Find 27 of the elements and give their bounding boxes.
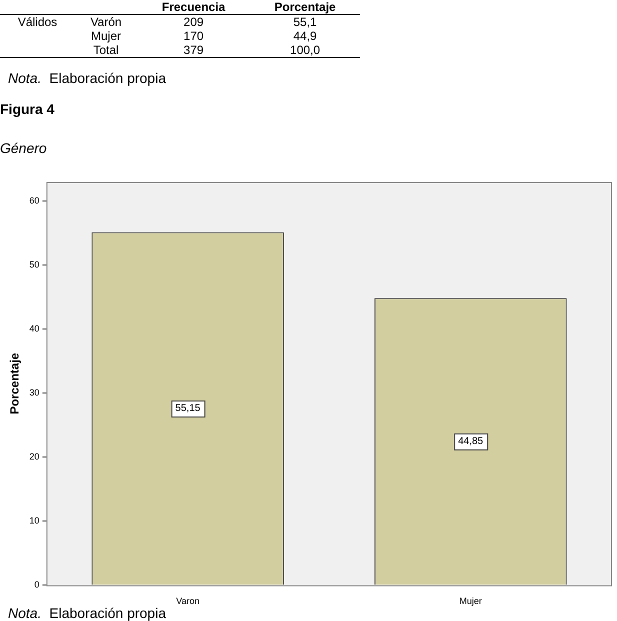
text: 55,1 (292, 14, 318, 29)
data-label: 55,15 (175, 403, 201, 414)
y-tick-label: 10 (29, 516, 40, 526)
text: Válidos (16, 14, 58, 29)
data-label: 44,85 (458, 436, 484, 448)
text: Porcentaje (273, 0, 337, 14)
text: Total (92, 43, 120, 58)
y-axis-title: Porcentaje (8, 352, 22, 414)
text: 44,9 (292, 29, 318, 43)
chart-subtitle: Género (0, 140, 47, 156)
y-tick-label: 60 (29, 196, 40, 206)
y-tick-label: 20 (29, 452, 40, 462)
text: 379 (182, 43, 205, 58)
text: 170 (182, 29, 205, 43)
text: 209 (182, 14, 205, 29)
text: Nota. Elaboración propia (8, 605, 166, 621)
text: Varón (89, 14, 123, 29)
y-tick-label: 0 (34, 580, 40, 590)
y-tick-label: 50 (29, 260, 40, 270)
text: Frecuencia (160, 0, 226, 14)
y-tick-label: 40 (29, 324, 40, 334)
x-tick-label: Varon (176, 596, 200, 606)
text: Mujer (90, 29, 122, 43)
text: Nota. Elaboración propia (8, 70, 166, 86)
y-tick-label: 30 (29, 388, 40, 398)
text: 100,0 (289, 43, 322, 58)
chart-title: Figura 4 (0, 101, 54, 117)
